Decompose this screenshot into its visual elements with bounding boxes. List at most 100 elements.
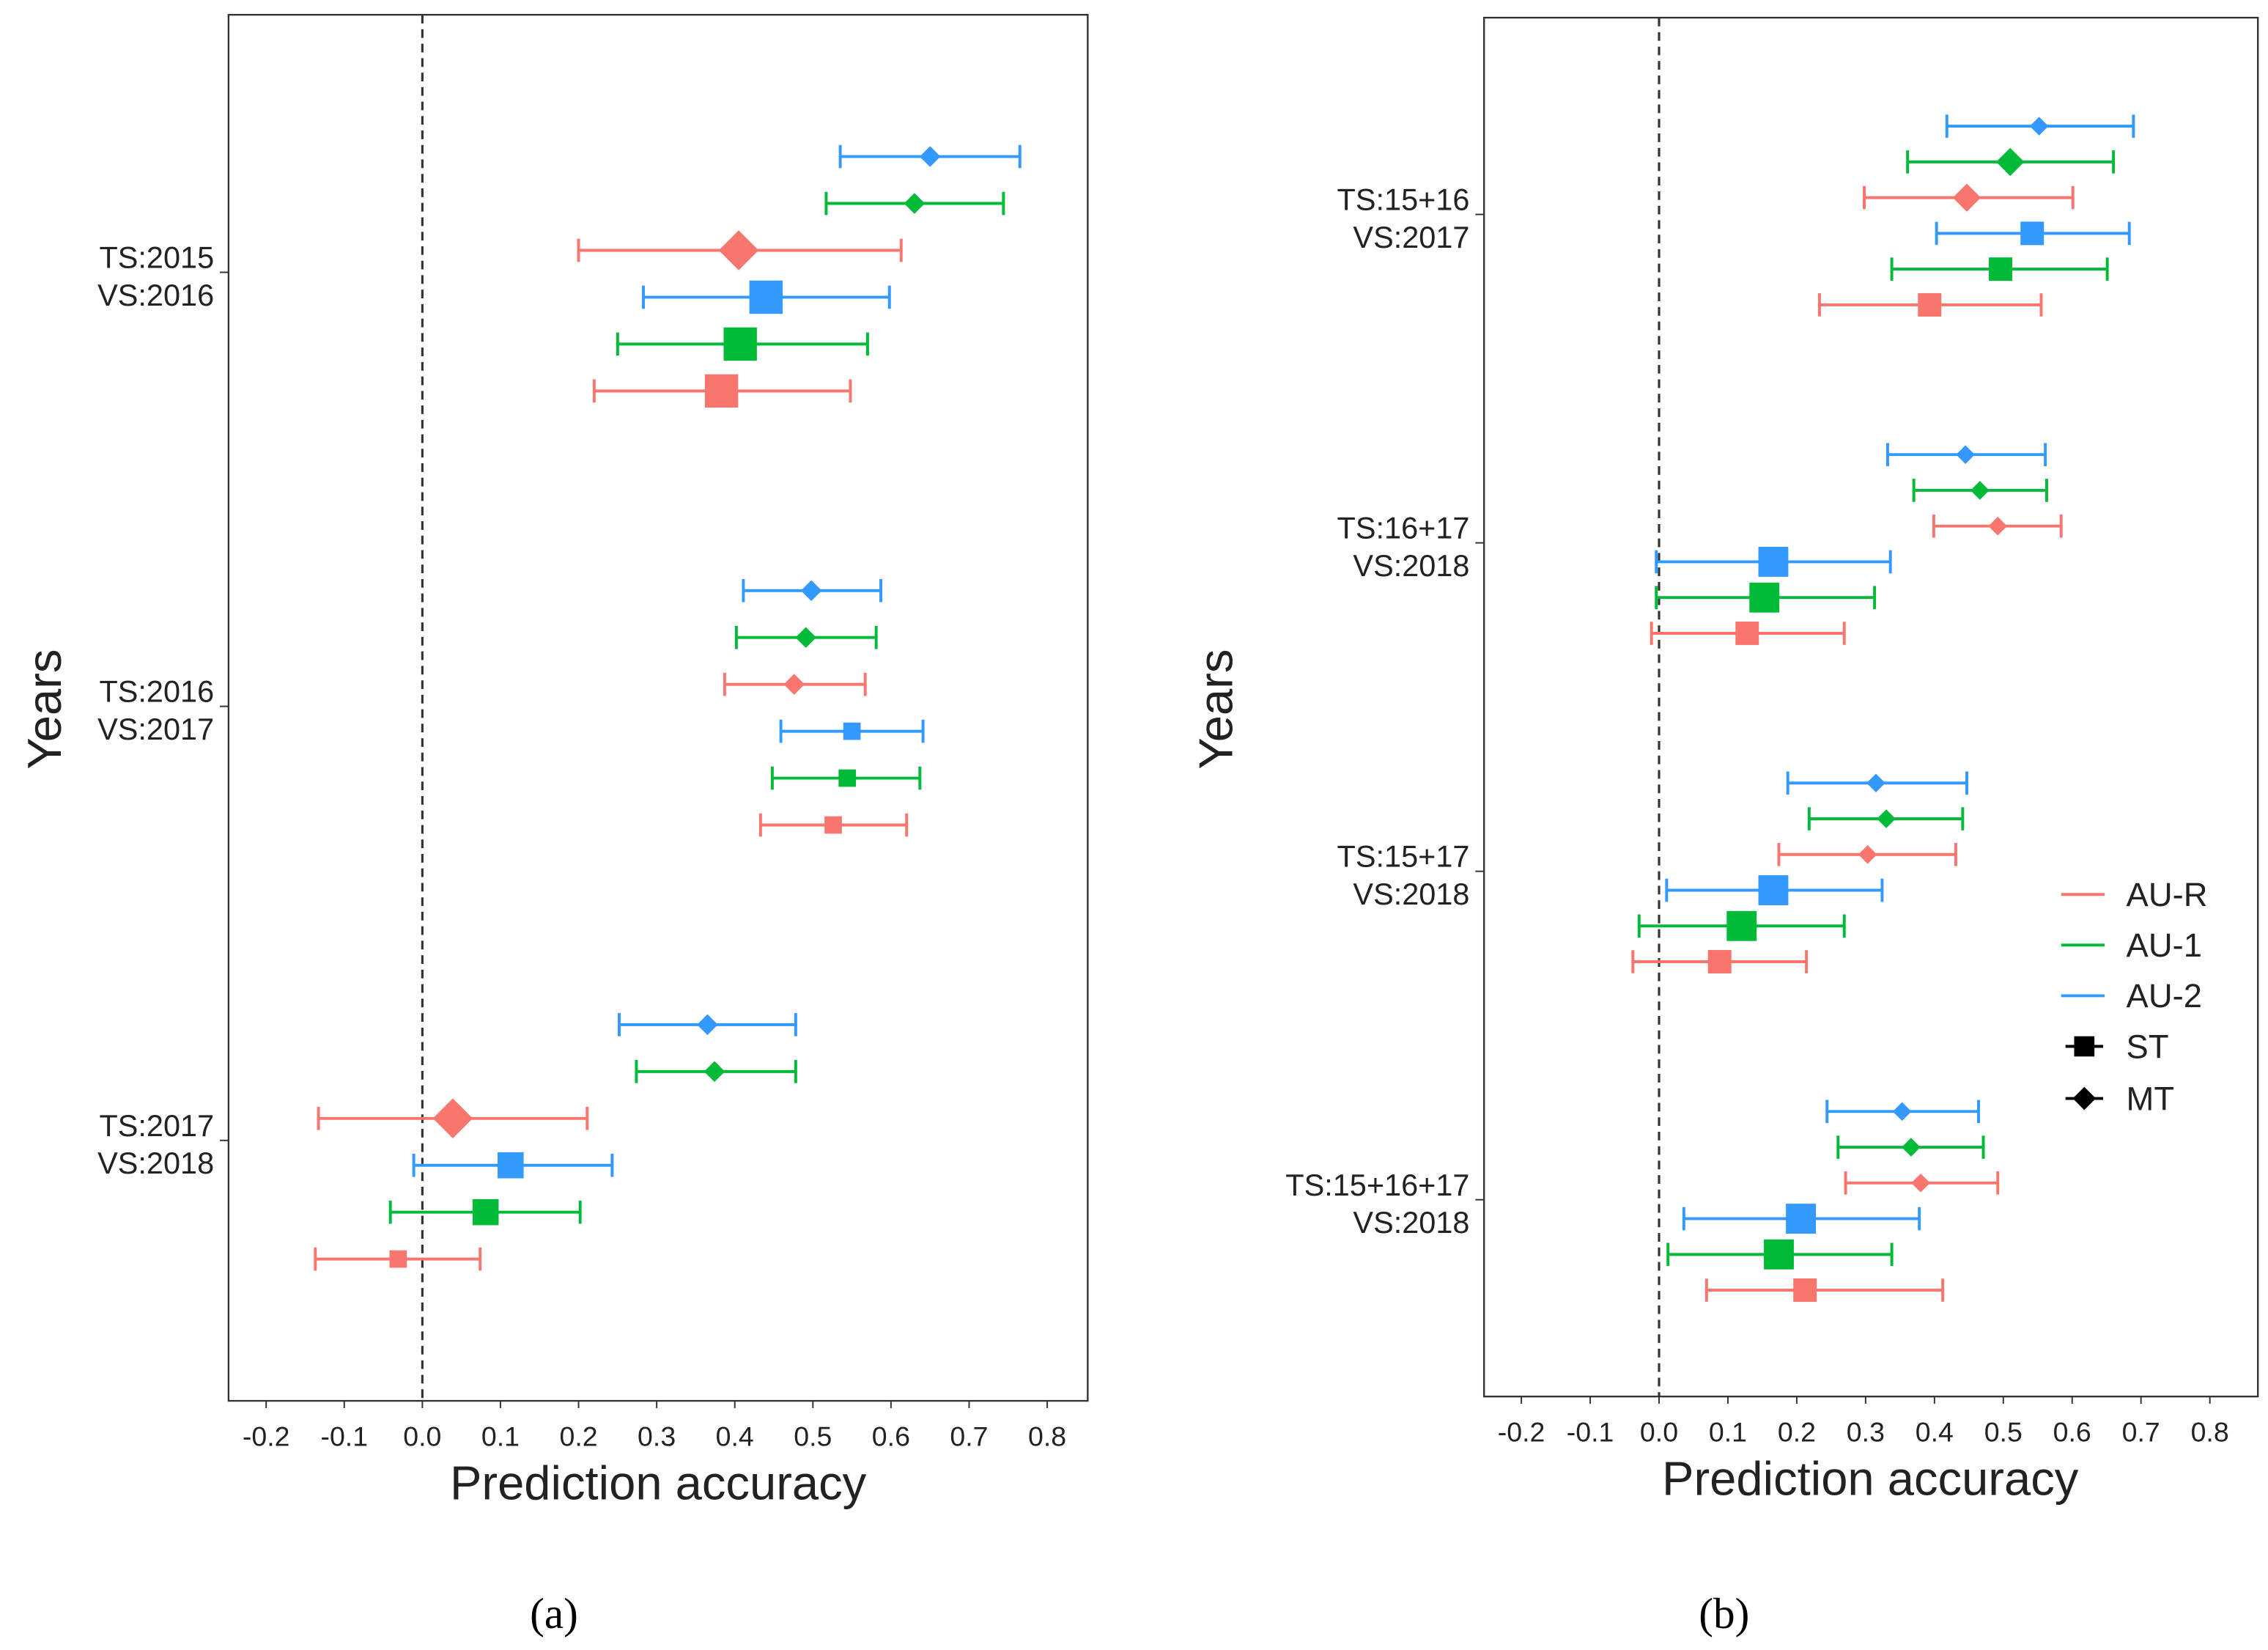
data-point-au-r-st — [1704, 1278, 1945, 1303]
legend-label: AU-R — [2127, 876, 2208, 913]
data-point-au-2-st — [779, 719, 925, 743]
y-tick-label-ts: TS:16+17 — [1337, 511, 1470, 545]
x-tick-label: 0.3 — [1847, 1416, 1885, 1447]
data-point-au-r-mt — [1932, 514, 2063, 538]
y-tick-label-ts: TS:2017 — [99, 1108, 214, 1143]
x-tick-label: 0.7 — [2122, 1416, 2160, 1447]
plot-border — [227, 13, 1089, 1402]
data-point-au-2-mt — [1786, 771, 1968, 795]
data-point-au-r-st — [1650, 621, 1846, 645]
data-point-au-1-st — [1666, 1239, 1894, 1270]
diamond-marker — [1952, 183, 1981, 212]
diamond-marker — [783, 674, 805, 695]
data-point-au-2-mt — [1825, 1100, 1980, 1124]
square-marker — [704, 374, 739, 408]
square-marker — [838, 769, 857, 787]
diamond-marker — [795, 627, 816, 648]
diamond-marker — [1911, 1174, 1930, 1193]
square-marker — [749, 280, 783, 314]
x-tick-label: 0.2 — [559, 1421, 597, 1451]
data-point-au-r-st — [1817, 292, 2043, 317]
data-point-au-r-mt — [723, 672, 867, 696]
data-point-au-2-st — [1682, 1204, 1921, 1234]
square-marker — [1758, 547, 1789, 577]
diamond-marker — [1866, 773, 1885, 793]
x-tick-label: -0.1 — [320, 1421, 368, 1451]
data-point-au-1-mt — [824, 191, 1005, 216]
data-point-au-r-st — [1631, 950, 1809, 974]
y-tick-label-vs: VS:2018 — [1353, 1205, 1469, 1240]
x-tick-label: 0.0 — [1640, 1416, 1678, 1447]
data-point-au-1-st — [616, 327, 869, 361]
y-tick-label-vs: VS:2018 — [97, 1146, 214, 1180]
square-marker — [1764, 1239, 1794, 1270]
square-marker — [1735, 621, 1759, 645]
data-point-au-1-st — [1637, 910, 1846, 941]
data-point-au-r-st — [314, 1247, 482, 1271]
panel-caption: (b) — [1699, 1589, 1749, 1638]
x-tick-label: 0.8 — [2191, 1416, 2229, 1447]
square-marker — [723, 327, 757, 361]
diamond-marker — [1858, 844, 1877, 864]
square-marker — [1707, 950, 1732, 974]
x-tick-label: 0.4 — [716, 1421, 754, 1451]
data-point-au-1-mt — [1912, 479, 2048, 502]
y-tick-label-ts: TS:2016 — [99, 674, 214, 709]
diamond-marker — [919, 146, 941, 167]
data-point-au-r-mt — [1844, 1171, 2000, 1195]
panel-caption: (a) — [530, 1589, 578, 1638]
data-point-au-r-st — [592, 374, 852, 408]
y-tick-label-ts: TS:15+16 — [1337, 183, 1470, 217]
data-point-au-r-st — [758, 813, 909, 837]
x-tick-label: 0.0 — [403, 1421, 441, 1451]
data-point-au-2-mt — [838, 144, 1022, 169]
y-axis-title: Years — [18, 649, 71, 770]
square-marker — [824, 816, 842, 834]
x-tick-label: -0.2 — [243, 1421, 290, 1451]
legend-diamond-icon — [2072, 1086, 2097, 1111]
x-tick-label: 0.6 — [2053, 1416, 2091, 1447]
x-tick-label: 0.8 — [1028, 1421, 1066, 1451]
data-point-au-2-st — [412, 1152, 614, 1179]
x-tick-label: 0.6 — [872, 1421, 910, 1451]
diamond-marker — [1995, 147, 2025, 177]
x-tick-label: 0.7 — [950, 1421, 988, 1451]
diamond-marker — [1970, 481, 1990, 500]
plot-border — [1482, 16, 2259, 1398]
x-axis-title: Prediction accuracy — [1662, 1451, 2079, 1505]
data-point-au-1-st — [1655, 582, 1877, 613]
x-tick-label: -0.1 — [1567, 1416, 1614, 1447]
data-point-au-1-mt — [1836, 1135, 1985, 1159]
y-tick-label-ts: TS:15+17 — [1337, 839, 1470, 874]
legend-label: ST — [2127, 1028, 2169, 1065]
x-tick-label: -0.2 — [1498, 1416, 1545, 1447]
square-marker — [1726, 910, 1757, 941]
square-marker — [498, 1152, 524, 1179]
x-tick-label: 0.3 — [638, 1421, 676, 1451]
x-tick-label: 0.1 — [1709, 1416, 1747, 1447]
data-point-au-1-mt — [1906, 147, 2116, 177]
legend-square-icon — [2074, 1036, 2095, 1057]
x-tick-label: 0.4 — [1916, 1416, 1954, 1447]
x-tick-label: 0.5 — [1984, 1416, 2023, 1447]
square-marker — [472, 1198, 499, 1226]
y-tick-label-vs: VS:2018 — [1353, 548, 1469, 583]
square-marker — [1989, 257, 2013, 281]
y-tick-label-ts: TS:2015 — [99, 240, 214, 275]
square-marker — [389, 1250, 407, 1268]
diamond-marker — [800, 580, 822, 601]
y-tick-label-vs: VS:2017 — [97, 712, 214, 746]
y-tick-label-vs: VS:2017 — [1353, 220, 1469, 254]
data-point-au-1-mt — [734, 625, 878, 649]
data-point-au-2-mt — [742, 578, 883, 603]
square-marker — [1758, 875, 1789, 905]
y-tick-label-vs: VS:2018 — [1353, 877, 1469, 911]
data-point-au-r-mt — [1863, 183, 2075, 212]
x-tick-label: 0.1 — [481, 1421, 520, 1451]
data-point-au-1-st — [1890, 257, 2109, 281]
diamond-marker — [904, 193, 926, 214]
data-point-au-r-mt — [1777, 842, 1957, 866]
x-tick-label: 0.5 — [794, 1421, 832, 1451]
panel-b: -0.2 -0.1 0.0 0.1 0.2 0.3 0.4 0.5 0.6 0.7 0.8 Predi… — [1189, 16, 2259, 1638]
